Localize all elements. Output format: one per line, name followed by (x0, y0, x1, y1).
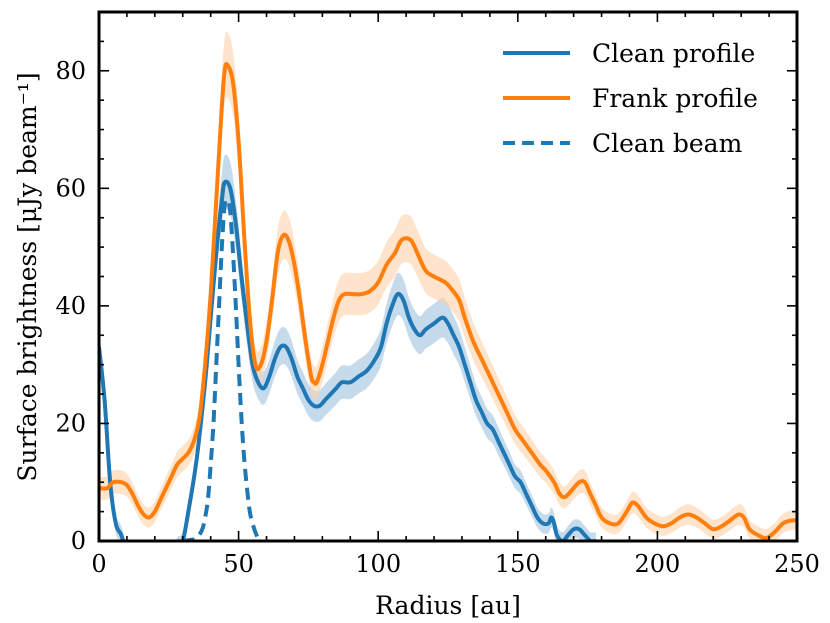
clean-profile-band (99, 154, 596, 541)
y-tick-label: 20 (55, 409, 86, 437)
y-axis-label: Surface brightness [μJy beam⁻¹] (13, 72, 42, 481)
frank-profile-line (99, 62, 797, 541)
y-tick-label: 40 (55, 292, 86, 320)
y-tick-label: 0 (71, 527, 86, 555)
axis-ticks (98, 11, 798, 542)
uncertainty-bands (99, 31, 797, 541)
x-tick-label: 50 (223, 550, 254, 578)
x-tick-label: 200 (634, 550, 680, 578)
y-tick-label: 60 (55, 174, 86, 202)
x-tick-label: 250 (774, 550, 820, 578)
x-tick-labels: 0 50 100 150 200 250 (91, 550, 820, 578)
x-tick-label: 0 (91, 550, 106, 578)
x-tick-label: 150 (495, 550, 541, 578)
y-tick-labels: 0 20 40 60 80 (55, 57, 86, 555)
legend-label-clean-beam: Clean beam (592, 129, 743, 158)
clean-beam-line (182, 197, 263, 541)
x-tick-label: 100 (355, 550, 401, 578)
legend-label-frank-profile: Frank profile (592, 84, 758, 113)
series-lines (99, 62, 797, 541)
y-tick-label: 80 (55, 57, 86, 85)
legend: Clean profile Frank profile Clean beam (503, 39, 758, 158)
x-axis-label: Radius [au] (375, 591, 521, 620)
legend-label-clean-profile: Clean profile (592, 39, 755, 68)
